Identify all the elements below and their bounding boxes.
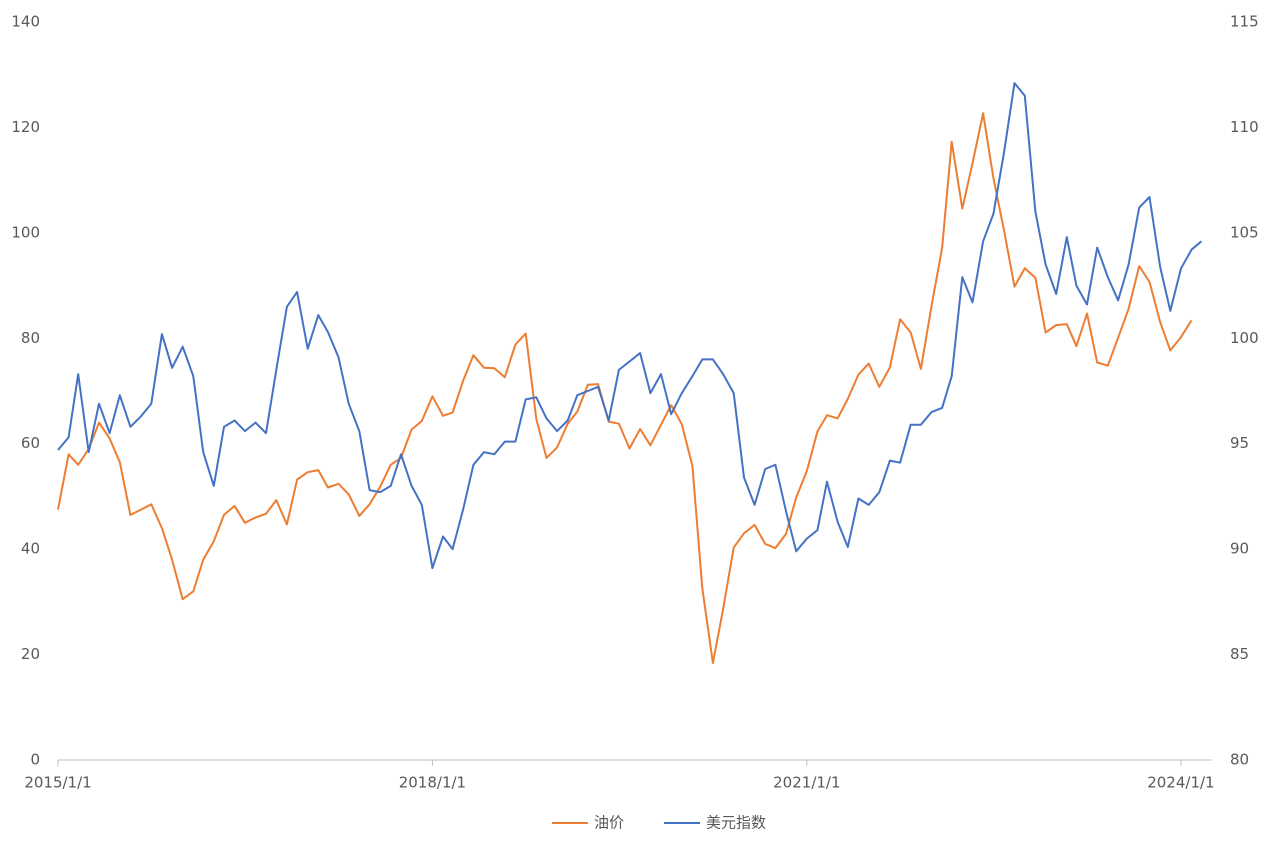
y2-tick-label: 80 (1230, 751, 1249, 769)
y-tick-label: 40 (21, 540, 40, 558)
y2-tick-label: 110 (1230, 118, 1259, 136)
y2-tick-label: 100 (1230, 329, 1259, 347)
y2-tick-label: 105 (1230, 223, 1259, 241)
series-line (57, 112, 1193, 664)
y-tick-label: 100 (11, 223, 40, 241)
x-tick-label: 2024/1/1 (1147, 774, 1214, 792)
series-line (57, 82, 1203, 570)
y-tick-label: 60 (21, 434, 40, 452)
y2-tick-label: 90 (1230, 540, 1249, 558)
y-tick-label: 20 (21, 645, 40, 663)
y-tick-label: 140 (11, 13, 40, 31)
y2-tick-label: 85 (1230, 645, 1249, 663)
x-tick-label: 2021/1/1 (773, 774, 840, 792)
x-tick-label: 2015/1/1 (24, 774, 91, 792)
y-tick-label: 0 (30, 751, 40, 769)
x-tick-label: 2018/1/1 (399, 774, 466, 792)
y-tick-label: 120 (11, 118, 40, 136)
y2-tick-label: 115 (1230, 13, 1259, 31)
legend-label: 美元指数 (706, 814, 766, 832)
y2-tick-label: 95 (1230, 434, 1249, 452)
y-tick-label: 80 (21, 329, 40, 347)
legend-label: 油价 (594, 814, 624, 832)
